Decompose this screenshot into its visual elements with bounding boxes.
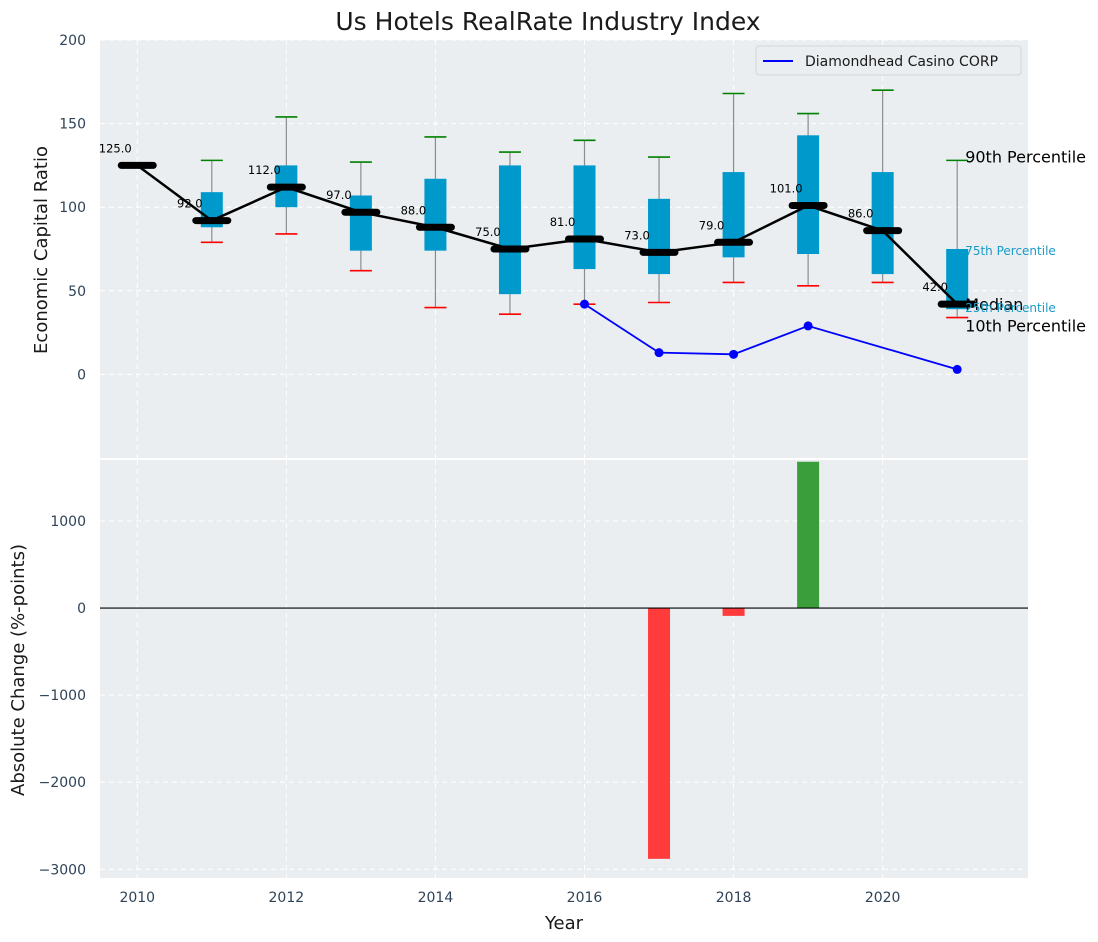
median-value-label: 112.0: [248, 163, 281, 177]
iqr-box: [349, 195, 372, 251]
change-bar: [648, 608, 671, 859]
bottom-panel-background: [100, 460, 1028, 878]
company-point: [579, 299, 589, 309]
company-point: [803, 321, 813, 331]
median-value-label: 88.0: [401, 203, 427, 217]
bottom-y-tick-label: −1000: [39, 688, 86, 704]
x-tick-label: 2016: [567, 890, 603, 906]
median-value-label: 97.0: [326, 188, 352, 202]
x-axis-label: Year: [544, 913, 584, 934]
top-y-tick-label: 150: [59, 117, 86, 133]
top-y-tick-label: 100: [59, 200, 86, 216]
iqr-box: [797, 135, 820, 255]
legend: Diamondhead Casino CORP: [755, 45, 1022, 76]
bottom-y-tick-label: −3000: [39, 862, 86, 878]
legend-box: [755, 45, 1022, 76]
iqr-box: [871, 172, 894, 275]
median-value-label: 86.0: [848, 207, 874, 221]
x-tick-label: 2010: [119, 890, 155, 906]
median-value-label: 73.0: [624, 228, 650, 242]
bottom-y-tick-label: −2000: [39, 775, 86, 791]
median-line: [136, 164, 959, 306]
median-value-label: 42.0: [922, 280, 948, 294]
x-tick-label: 2020: [865, 890, 901, 906]
top-y-tick-label: 200: [59, 33, 86, 49]
change-bar: [722, 608, 745, 616]
p25-label: 25th Percentile: [965, 301, 1056, 315]
chart-title: Us Hotels RealRate Industry Index: [335, 7, 760, 36]
median-value-label: 92.0: [177, 197, 203, 211]
median-value-label: 101.0: [770, 182, 803, 196]
x-tick-label: 2012: [269, 890, 305, 906]
p90-label: 90th Percentile: [965, 147, 1086, 166]
company-point: [952, 364, 962, 374]
bottom-y-axis-label: Absolute Change (%-points): [8, 544, 29, 796]
p75-label: 75th Percentile: [965, 244, 1056, 258]
iqr-box: [573, 165, 596, 270]
change-bar: [797, 461, 820, 609]
iqr-box: [946, 249, 969, 310]
p10-label: 10th Percentile: [965, 317, 1086, 336]
iqr-box: [648, 198, 671, 275]
median-label: Median: [965, 295, 1023, 314]
x-tick-label: 2018: [716, 890, 752, 906]
iqr-box: [722, 172, 745, 258]
median-value-label: 79.0: [699, 218, 725, 232]
iqr-box: [498, 165, 521, 295]
top-y-tick-label: 50: [68, 284, 86, 300]
iqr-box: [424, 178, 447, 251]
x-tick-label: 2014: [418, 890, 454, 906]
bottom-panel: −3000 −2000 −1000 0 1000 2010 2012 2014 2016 201…: [39, 460, 1028, 906]
median-value-label: 81.0: [550, 215, 576, 229]
bottom-y-tick-label: 1000: [50, 514, 86, 530]
median-value-label: 75.0: [475, 225, 501, 239]
company-point: [654, 348, 664, 358]
top-y-tick-label: 0: [77, 367, 86, 383]
company-point: [729, 349, 739, 359]
legend-company-label: Diamondhead Casino CORP: [805, 54, 998, 70]
top-y-axis-label: Economic Capital Ratio: [31, 146, 52, 354]
top-panel: 125.0 92.0 112.0 97.0 88.0 75.0 81.0 73.0 79.0 10…: [59, 33, 1086, 458]
bottom-y-tick-label: 0: [77, 601, 86, 617]
median-value-label: 125.0: [99, 141, 132, 155]
